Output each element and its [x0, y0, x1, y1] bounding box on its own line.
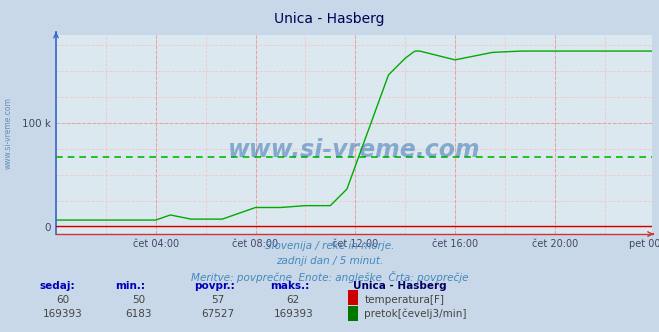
Text: pretok[čevelj3/min]: pretok[čevelj3/min] [364, 309, 467, 319]
Text: www.si-vreme.com: www.si-vreme.com [3, 97, 13, 169]
Text: temperatura[F]: temperatura[F] [364, 295, 444, 305]
Text: 50: 50 [132, 295, 145, 305]
Text: www.si-vreme.com: www.si-vreme.com [228, 138, 480, 162]
Text: 169393: 169393 [273, 309, 313, 319]
Text: maks.:: maks.: [270, 281, 310, 290]
Text: 67527: 67527 [201, 309, 234, 319]
Text: min.:: min.: [115, 281, 146, 290]
Text: 6183: 6183 [125, 309, 152, 319]
Text: 57: 57 [211, 295, 224, 305]
Text: Unica - Hasberg: Unica - Hasberg [353, 281, 446, 290]
Text: Unica - Hasberg: Unica - Hasberg [274, 12, 385, 26]
Text: Slovenija / reke in morje.: Slovenija / reke in morje. [265, 241, 394, 251]
Text: 169393: 169393 [43, 309, 82, 319]
Text: sedaj:: sedaj: [40, 281, 75, 290]
Text: zadnji dan / 5 minut.: zadnji dan / 5 minut. [276, 256, 383, 266]
Text: 62: 62 [287, 295, 300, 305]
Text: Meritve: povprečne  Enote: angleške  Črta: povprečje: Meritve: povprečne Enote: angleške Črta:… [190, 271, 469, 283]
Text: 60: 60 [56, 295, 69, 305]
Text: povpr.:: povpr.: [194, 281, 235, 290]
